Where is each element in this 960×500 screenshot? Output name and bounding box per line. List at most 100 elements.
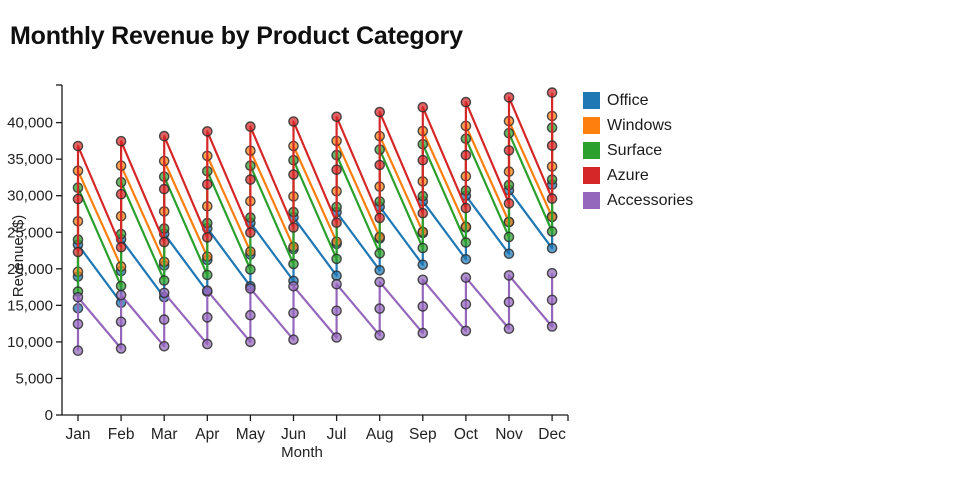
data-point-marker — [245, 309, 256, 321]
x-tick-label: Nov — [495, 426, 523, 443]
data-point-marker — [245, 264, 256, 275]
y-tick-label: 35,000 — [7, 151, 53, 168]
data-point-marker — [115, 289, 127, 301]
x-tick-label: Oct — [454, 426, 479, 443]
data-point-marker — [331, 164, 342, 175]
x-tick-label: Sep — [409, 426, 437, 443]
data-point-marker — [115, 135, 127, 147]
data-point-marker — [115, 316, 127, 328]
data-point-marker — [288, 334, 299, 346]
data-point-marker — [417, 301, 429, 312]
data-point-marker — [503, 231, 515, 243]
x-tick-label: May — [236, 426, 266, 443]
data-point-marker — [374, 303, 386, 314]
data-point-marker — [546, 267, 558, 279]
data-point-marker — [546, 87, 558, 98]
y-tick-label: 15,000 — [7, 297, 53, 314]
data-point-marker — [460, 298, 472, 310]
series-line-azure — [76, 92, 554, 252]
data-point-marker — [72, 291, 84, 303]
data-point-marker — [158, 314, 170, 325]
legend-label: Accessories — [607, 192, 694, 209]
data-point-marker — [331, 278, 342, 290]
data-point-marker — [288, 280, 299, 292]
legend-item-office: Office — [583, 88, 693, 113]
data-point-marker — [72, 193, 84, 205]
data-point-marker — [546, 321, 558, 332]
data-point-marker — [374, 329, 386, 341]
data-point-marker — [503, 323, 515, 335]
data-point-marker — [201, 312, 213, 323]
data-point-marker — [158, 183, 170, 195]
data-point-marker — [417, 274, 429, 286]
data-point-marker — [158, 275, 170, 286]
data-point-marker — [201, 338, 213, 350]
data-point-marker — [245, 283, 256, 294]
x-tick-label: Dec — [538, 426, 566, 443]
legend-item-surface: Surface — [583, 138, 693, 163]
y-tick-label: 20,000 — [7, 261, 53, 278]
legend-item-windows: Windows — [583, 113, 693, 138]
data-point-marker — [417, 259, 429, 271]
y-tick-label: 25,000 — [7, 224, 53, 241]
data-point-marker — [546, 294, 558, 306]
data-point-marker — [245, 227, 256, 238]
series-line-office — [76, 184, 554, 309]
data-point-marker — [331, 217, 342, 228]
data-point-marker — [245, 174, 256, 185]
y-tick-label: 30,000 — [7, 188, 53, 205]
data-point-marker — [374, 212, 386, 224]
data-point-marker — [72, 246, 84, 258]
legend-swatch — [583, 117, 600, 134]
data-point-marker — [288, 169, 299, 180]
y-tick-label: 10,000 — [7, 334, 53, 351]
data-point-marker — [201, 269, 213, 281]
data-point-marker — [374, 106, 386, 118]
data-point-marker — [503, 145, 515, 156]
data-point-marker — [417, 327, 429, 339]
data-point-marker — [72, 140, 84, 152]
series-line-surface — [76, 127, 554, 292]
data-point-marker — [460, 202, 472, 214]
data-point-marker — [201, 126, 213, 137]
x-tick-label: Aug — [366, 426, 394, 443]
data-point-marker — [460, 96, 472, 108]
data-point-marker — [417, 207, 429, 219]
data-point-marker — [417, 242, 429, 254]
data-point-marker — [331, 305, 342, 317]
data-point-marker — [115, 241, 127, 253]
data-point-marker — [288, 116, 299, 127]
y-tick-label: 0 — [45, 407, 53, 424]
data-point-marker — [460, 149, 472, 161]
data-point-marker — [503, 270, 515, 281]
data-point-marker — [331, 332, 342, 343]
x-axis-title: Month — [281, 444, 323, 461]
data-point-marker — [546, 242, 558, 254]
y-tick-label: 40,000 — [7, 115, 53, 132]
legend-label: Windows — [607, 117, 672, 134]
x-tick-label: Apr — [195, 426, 219, 443]
x-tick-label: Jul — [327, 426, 347, 443]
series-line-accessories — [76, 273, 554, 351]
data-point-marker — [158, 236, 170, 248]
x-tick-label: Jan — [66, 426, 91, 443]
data-point-marker — [546, 193, 558, 204]
data-point-marker — [158, 130, 170, 142]
x-tick-label: Feb — [108, 426, 135, 443]
data-point-marker — [115, 280, 127, 292]
data-point-marker — [503, 248, 515, 260]
data-point-marker — [72, 345, 84, 357]
data-point-marker — [503, 92, 515, 103]
legend-swatch — [583, 192, 600, 209]
series-line-windows — [76, 116, 554, 272]
data-point-marker — [503, 296, 515, 308]
legend-swatch — [583, 92, 600, 109]
data-point-marker — [245, 121, 256, 132]
chart-title: Monthly Revenue by Product Category — [10, 22, 463, 50]
data-point-marker — [201, 179, 213, 190]
data-point-marker — [460, 325, 472, 337]
data-point-marker — [417, 154, 429, 166]
data-point-marker — [115, 343, 127, 354]
legend-label: Azure — [607, 167, 649, 184]
